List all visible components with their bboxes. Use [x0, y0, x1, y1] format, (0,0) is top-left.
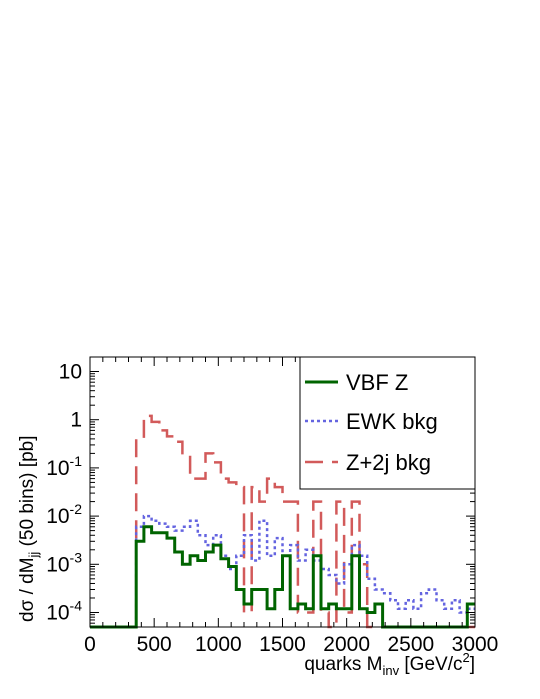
y-axis-label-main: dσ / dM: [17, 557, 38, 622]
series-layer: [90, 414, 475, 629]
x-axis-label-main: quarks M: [304, 654, 382, 675]
x-axis-label: quarks Minv [GeV/c2]: [304, 650, 475, 678]
x-tick-label: 2000: [323, 633, 370, 656]
y-tick-label: 10: [59, 361, 82, 384]
x-tick-label: 0: [84, 633, 96, 656]
x-tick-label: 3000: [452, 633, 499, 656]
legend: VBF Z EWK bkg Z+2j bkg: [299, 356, 476, 490]
axes-layer: 0 500 1000 1500 2000 2500 3000 10-4 10-3 10-2 10-1…: [46, 356, 499, 656]
legend-box: [299, 356, 476, 490]
legend-label-vbf-z: VBF Z: [346, 370, 408, 395]
x-axis-label-rest: [GeV/c: [399, 654, 462, 675]
legend-label-z2j-bkg: Z+2j bkg: [346, 450, 431, 475]
y-axis-label-rest: (50 bins) [pb]: [17, 436, 38, 552]
y-tick-label: 1: [70, 409, 82, 432]
x-tick-label: 1500: [259, 633, 306, 656]
x-axis-label-sup: 2: [462, 650, 469, 665]
y-tick-label: 10-2: [46, 501, 82, 528]
x-axis-label-sub: inv: [383, 663, 400, 678]
x-tick-label: 2500: [387, 633, 434, 656]
y-axis-label-sub: jj: [26, 552, 41, 559]
y-axis-label: dσ / dMjj (50 bins) [pb]: [17, 436, 41, 622]
x-tick-label: 1000: [195, 633, 242, 656]
y-tick-label: 10-4: [46, 597, 82, 624]
series-ewk-bkg-line: [90, 514, 475, 629]
x-tick-label: 500: [137, 633, 172, 656]
y-tick-label: 10-3: [46, 549, 82, 576]
legend-label-ewk-bkg: EWK bkg: [346, 409, 438, 434]
series-vbf-z-line: [90, 525, 475, 629]
x-axis-label-end: ]: [470, 654, 475, 675]
y-tick-label: 10-1: [46, 453, 82, 480]
